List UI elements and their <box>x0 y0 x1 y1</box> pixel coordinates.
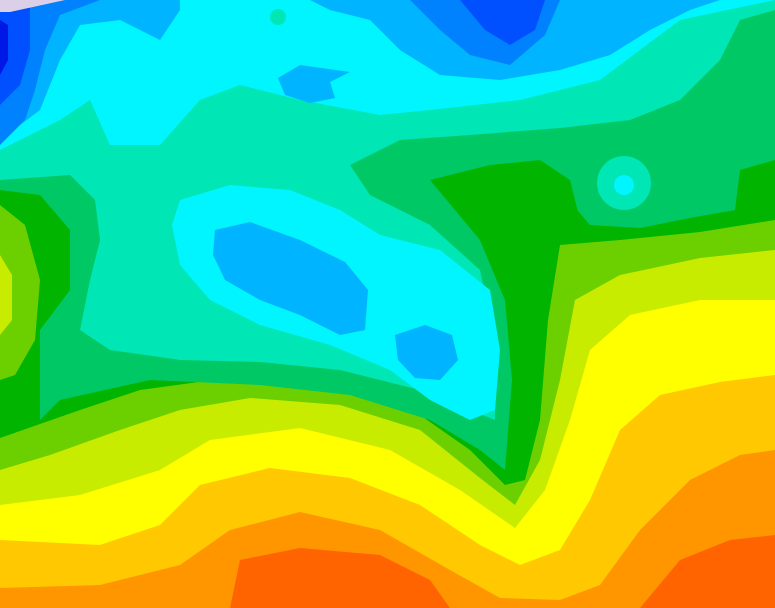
blob-light-blue-2 <box>395 325 458 380</box>
blob-light-blue-1 <box>213 222 368 335</box>
band-red-bottom-center <box>230 548 450 608</box>
band-light-blue <box>0 0 775 140</box>
blob-left-yellow-green <box>0 205 40 380</box>
blob-left-yellow <box>0 255 12 335</box>
band-darkest-blue <box>0 20 8 75</box>
blob-green-right <box>430 160 580 330</box>
band-deep-blue <box>460 0 545 45</box>
blob-light-blue-3 <box>278 65 350 103</box>
blob-cyan-spot <box>614 175 634 195</box>
corner-lavender <box>0 0 65 12</box>
blob-teal-top <box>270 9 286 25</box>
band-cyan-top-gap <box>180 0 330 10</box>
band-red-bottom-right <box>640 535 775 608</box>
